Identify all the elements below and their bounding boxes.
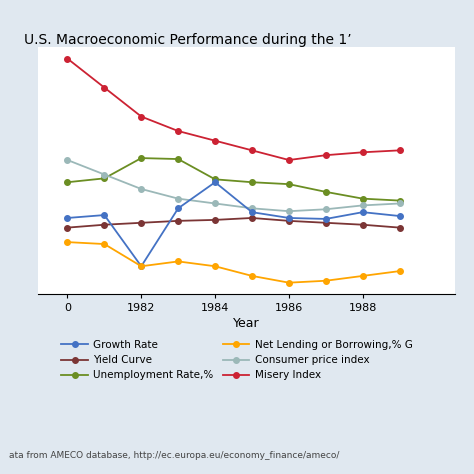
- Legend: Growth Rate, Yield Curve, Unemployment Rate,%, Net Lending or Borrowing,% G, Con: Growth Rate, Yield Curve, Unemployment R…: [56, 335, 418, 386]
- Text: U.S. Macroeconomic Performance during the 1’: U.S. Macroeconomic Performance during th…: [24, 33, 351, 47]
- Text: ata from AMECO database, http://ec.europa.eu/economy_finance/ameco/: ata from AMECO database, http://ec.europ…: [9, 451, 340, 460]
- X-axis label: Year: Year: [233, 317, 260, 330]
